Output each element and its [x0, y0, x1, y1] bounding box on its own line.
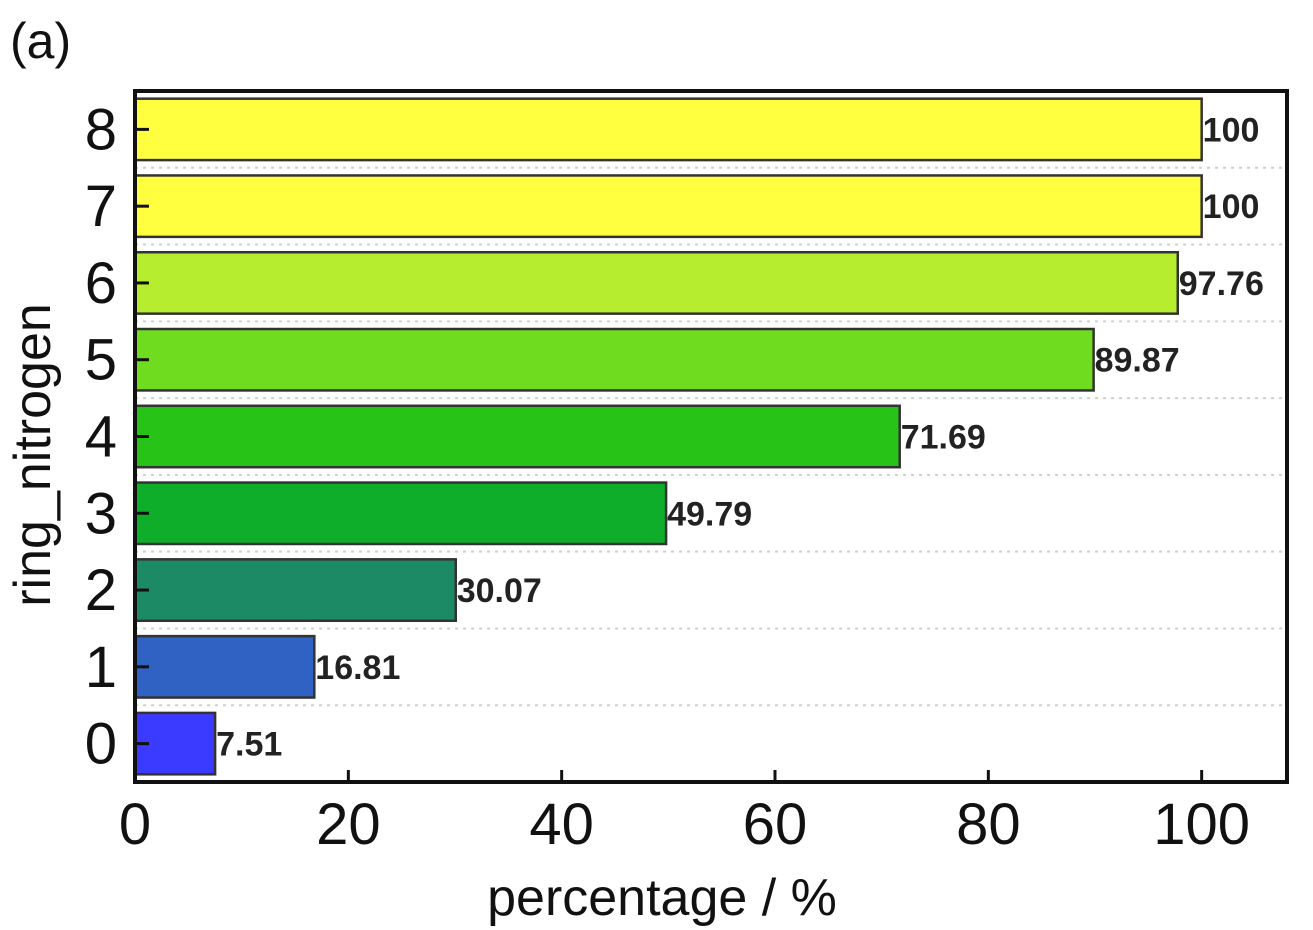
- x-tick-label-0: 0: [119, 792, 151, 857]
- bar-2: [133, 558, 457, 623]
- x-tick-label-40: 40: [529, 792, 594, 857]
- bar-3: [133, 481, 668, 546]
- bar-4: [133, 404, 901, 469]
- bar-6: [133, 250, 1180, 315]
- y-tick-label-1: 1: [85, 635, 117, 700]
- x-tick-label-60: 60: [743, 792, 808, 857]
- y-tick-label-7: 7: [85, 174, 117, 239]
- x-tick-label-20: 20: [316, 792, 381, 857]
- bar-8: [133, 97, 1203, 162]
- y-tick-label-4: 4: [85, 405, 117, 470]
- y-tick-label-2: 2: [85, 558, 117, 623]
- panel-label: (a): [10, 13, 71, 69]
- value-label-4: 71.69: [901, 419, 986, 457]
- x-ticks: 0 20 40 60 80 100: [119, 770, 1250, 857]
- x-tick-label-100: 100: [1153, 792, 1250, 857]
- y-ticks: 0 1 2 3 4 5 6 7 8: [85, 97, 149, 777]
- value-label-6: 97.76: [1179, 265, 1264, 303]
- y-tick-label-5: 5: [85, 328, 117, 393]
- y-tick-label-0: 0: [85, 712, 117, 777]
- value-label-0: 7.51: [216, 726, 282, 764]
- value-label-7: 100: [1203, 188, 1260, 226]
- value-label-1: 16.81: [315, 649, 400, 687]
- bars: 7.51 16.81 30.07 49.79 71.69 89.87 97.76 100 100: [133, 97, 1264, 776]
- grid-lines: [135, 166, 1287, 707]
- y-axis-title: ring_nitrogen: [4, 303, 62, 607]
- y-tick-label-8: 8: [85, 97, 117, 162]
- x-tick-label-80: 80: [956, 792, 1021, 857]
- value-label-2: 30.07: [457, 572, 542, 610]
- y-tick-label-6: 6: [85, 251, 117, 316]
- y-tick-label-3: 3: [85, 481, 117, 546]
- bar-1: [133, 634, 316, 699]
- value-label-5: 89.87: [1095, 342, 1180, 380]
- bar-7: [133, 174, 1203, 239]
- value-label-3: 49.79: [667, 495, 752, 533]
- x-axis-title: percentage / %: [487, 869, 837, 927]
- value-label-8: 100: [1203, 111, 1260, 149]
- bar-5: [133, 327, 1095, 392]
